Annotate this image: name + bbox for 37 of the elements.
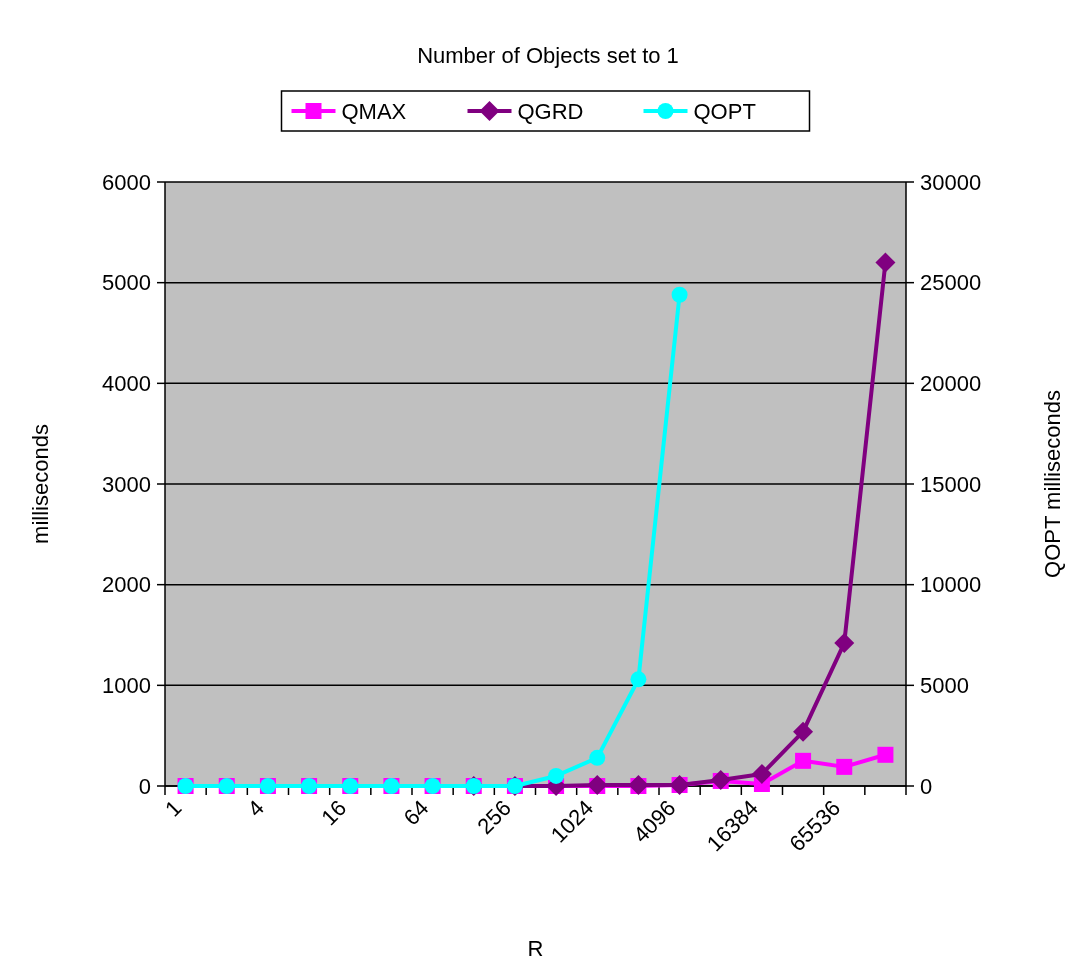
y-tick-label: 3000 (102, 471, 151, 497)
x-tick-label: 4 (242, 795, 269, 822)
x-tick-label: 64 (398, 795, 434, 831)
point (836, 758, 853, 775)
point (793, 721, 814, 742)
x-tick-label: 1 (160, 795, 187, 822)
legend-label: QOPT (693, 98, 756, 124)
y-axis-title: milliseconds (28, 424, 53, 544)
x-axis-title: R (527, 936, 544, 961)
y2-tick-label: 30000 (920, 169, 982, 195)
point (548, 767, 565, 784)
point (795, 752, 812, 769)
y-tick-label: 2000 (102, 572, 151, 598)
point (877, 746, 894, 763)
point (671, 286, 688, 303)
legend-label: QMAX (341, 98, 407, 124)
y2-tick-label: 15000 (920, 471, 982, 497)
point (630, 671, 647, 688)
chart-title: Number of Objects set to 1 (417, 43, 679, 68)
legend-label: QGRD (517, 98, 584, 124)
x-tick-label: 256 (472, 795, 516, 839)
y2-axis-title: QOPT milliseconds (1040, 390, 1065, 578)
x-tick-label: 16 (316, 795, 352, 831)
point (875, 252, 896, 273)
point (751, 763, 772, 784)
y-tick-label: 1000 (102, 673, 151, 699)
y2-tick-label: 25000 (920, 270, 982, 296)
y-tick-label: 5000 (102, 270, 151, 296)
y-tick-label: 4000 (102, 371, 151, 397)
y-tick-label: 0 (138, 773, 151, 799)
point (834, 633, 855, 654)
point (589, 749, 606, 766)
y2-tick-label: 5000 (920, 673, 969, 699)
y2-tick-label: 10000 (920, 572, 982, 598)
y2-tick-label: 20000 (920, 371, 982, 397)
y2-tick-label: 0 (920, 773, 933, 799)
y-tick-label: 6000 (102, 169, 151, 195)
